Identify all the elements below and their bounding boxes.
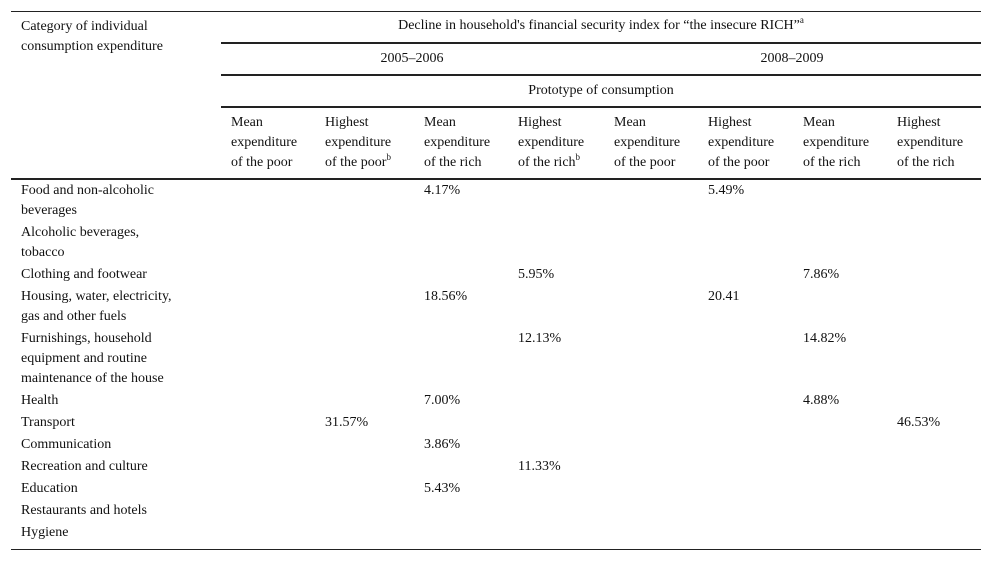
- row-label-1-line-2: beverages: [21, 203, 77, 218]
- column-header-3-line-3: of the rich: [424, 153, 482, 173]
- row-label-6-line-1: Health: [21, 393, 59, 408]
- row-label-12-line-1: Hygiene: [21, 525, 69, 540]
- column-header-5-line-2: expenditure: [614, 133, 680, 153]
- column-header-text: expenditure: [803, 135, 870, 150]
- table-cell-r4-c6: 20.41: [708, 289, 740, 304]
- column-header-text: expenditure: [231, 135, 298, 150]
- period-2005-2006: 2005–2006: [380, 51, 444, 66]
- column-header-7-line-3: of the rich: [803, 153, 861, 173]
- row-label-3-line-1: Clothing and footwear: [21, 267, 147, 282]
- table-title: Decline in household's financial securit…: [221, 16, 981, 36]
- column-header-2-line-1: Highest: [325, 113, 369, 133]
- period-2008-2009: 2008–2009: [760, 51, 824, 66]
- column-header-4-line-2: expenditure: [518, 133, 584, 153]
- table-cell-r1-c6: 5.49%: [708, 183, 745, 198]
- table-cell-r8-c3: 3.86%: [424, 437, 461, 452]
- row-label-9-line-1: Recreation and culture: [21, 459, 148, 474]
- table-cell-r10-c3: 5.43%: [424, 481, 461, 496]
- row-label-5-line-1: Furnishings, household: [21, 331, 152, 346]
- row-label-4-line-2: gas and other fuels: [21, 309, 127, 324]
- column-header-2-line-3: of the poorb: [325, 153, 391, 173]
- table-cell-r9-c4: 11.33%: [518, 459, 561, 474]
- table-title-text: Decline in household's financial securit…: [398, 18, 800, 33]
- row-label-11-line-1: Restaurants and hotels: [21, 503, 147, 518]
- column-header-3-line-2: expenditure: [424, 133, 490, 153]
- column-header-text: expenditure: [325, 135, 392, 150]
- row-label-1-line-1: Food and non-alcoholic: [21, 183, 154, 198]
- column-header-text: Mean: [614, 115, 646, 130]
- table-title-footnote: a: [799, 15, 804, 25]
- column-header-7-line-2: expenditure: [803, 133, 869, 153]
- column-header-text: of the rich: [424, 155, 482, 170]
- column-header-8-line-1: Highest: [897, 113, 941, 133]
- column-header-text: expenditure: [424, 135, 491, 150]
- title-rule: [221, 42, 981, 44]
- column-header-text: Mean: [231, 115, 263, 130]
- column-header-1-line-2: expenditure: [231, 133, 297, 153]
- column-header-8-line-3: of the rich: [897, 153, 955, 173]
- stub-header-line-1: Category of individual: [21, 19, 148, 34]
- table-cell-r6-c7: 4.88%: [803, 393, 840, 408]
- table-cell-r4-c3: 18.56%: [424, 289, 468, 304]
- column-header-text: of the poor: [614, 155, 676, 170]
- table-cell-r6-c3: 7.00%: [424, 393, 461, 408]
- column-header-text: Highest: [518, 115, 562, 130]
- row-label-5-line-2: equipment and routine: [21, 351, 147, 366]
- column-header-1-line-3: of the poor: [231, 153, 292, 173]
- column-header-footnote: b: [575, 152, 581, 162]
- column-header-4-line-3: of the richb: [518, 153, 580, 173]
- column-header-5-line-1: Mean: [614, 113, 646, 133]
- table-cell-r3-c7: 7.86%: [803, 267, 840, 282]
- column-header-text: expenditure: [614, 135, 681, 150]
- column-header-text: of the rich: [897, 155, 955, 170]
- column-header-text: of the poor: [325, 155, 387, 170]
- header-bottom-rule: [11, 178, 981, 180]
- bottom-rule: [11, 549, 981, 550]
- column-header-text: Mean: [803, 115, 835, 130]
- column-header-text: of the rich: [803, 155, 861, 170]
- table-cell-r5-c7: 14.82%: [803, 331, 847, 346]
- column-header-text: expenditure: [708, 135, 775, 150]
- column-header-text: of the poor: [708, 155, 770, 170]
- table-cell-r1-c3: 4.17%: [424, 183, 461, 198]
- column-header-text: expenditure: [897, 135, 964, 150]
- period-rule: [221, 74, 981, 76]
- table-cell-r7-c2: 31.57%: [325, 415, 369, 430]
- column-header-1-line-1: Mean: [231, 113, 263, 133]
- column-header-text: Highest: [325, 115, 369, 130]
- column-header-text: Highest: [897, 115, 941, 130]
- row-label-5-line-3: maintenance of the house: [21, 371, 164, 386]
- row-label-4-line-1: Housing, water, electricity,: [21, 289, 172, 304]
- column-header-footnote: b: [386, 152, 391, 162]
- column-header-3-line-1: Mean: [424, 113, 456, 133]
- column-header-text: Highest: [708, 115, 752, 130]
- top-rule: [11, 11, 981, 12]
- stub-header-line-2: consumption expenditure: [21, 39, 163, 54]
- column-header-6-line-2: expenditure: [708, 133, 774, 153]
- row-label-2-line-1: Alcoholic beverages,: [21, 225, 140, 240]
- prototype-label: Prototype of consumption: [528, 83, 674, 98]
- column-header-2-line-2: expenditure: [325, 133, 391, 153]
- column-header-6-line-1: Highest: [708, 113, 752, 133]
- prototype-rule: [221, 106, 981, 108]
- row-label-7-line-1: Transport: [21, 415, 75, 430]
- row-label-10-line-1: Education: [21, 481, 78, 496]
- column-header-text: Mean: [424, 115, 456, 130]
- column-header-text: of the rich: [518, 155, 576, 170]
- table-cell-r3-c4: 5.95%: [518, 267, 555, 282]
- column-header-text: expenditure: [518, 135, 585, 150]
- column-header-8-line-2: expenditure: [897, 133, 963, 153]
- column-header-4-line-1: Highest: [518, 113, 562, 133]
- table-cell-r5-c4: 12.13%: [518, 331, 562, 346]
- column-header-text: of the poor: [231, 155, 293, 170]
- row-label-8-line-1: Communication: [21, 437, 112, 452]
- column-header-6-line-3: of the poor: [708, 153, 769, 173]
- table-cell-r7-c8: 46.53%: [897, 415, 941, 430]
- row-label-2-line-2: tobacco: [21, 245, 65, 260]
- column-header-5-line-3: of the poor: [614, 153, 675, 173]
- column-header-7-line-1: Mean: [803, 113, 835, 133]
